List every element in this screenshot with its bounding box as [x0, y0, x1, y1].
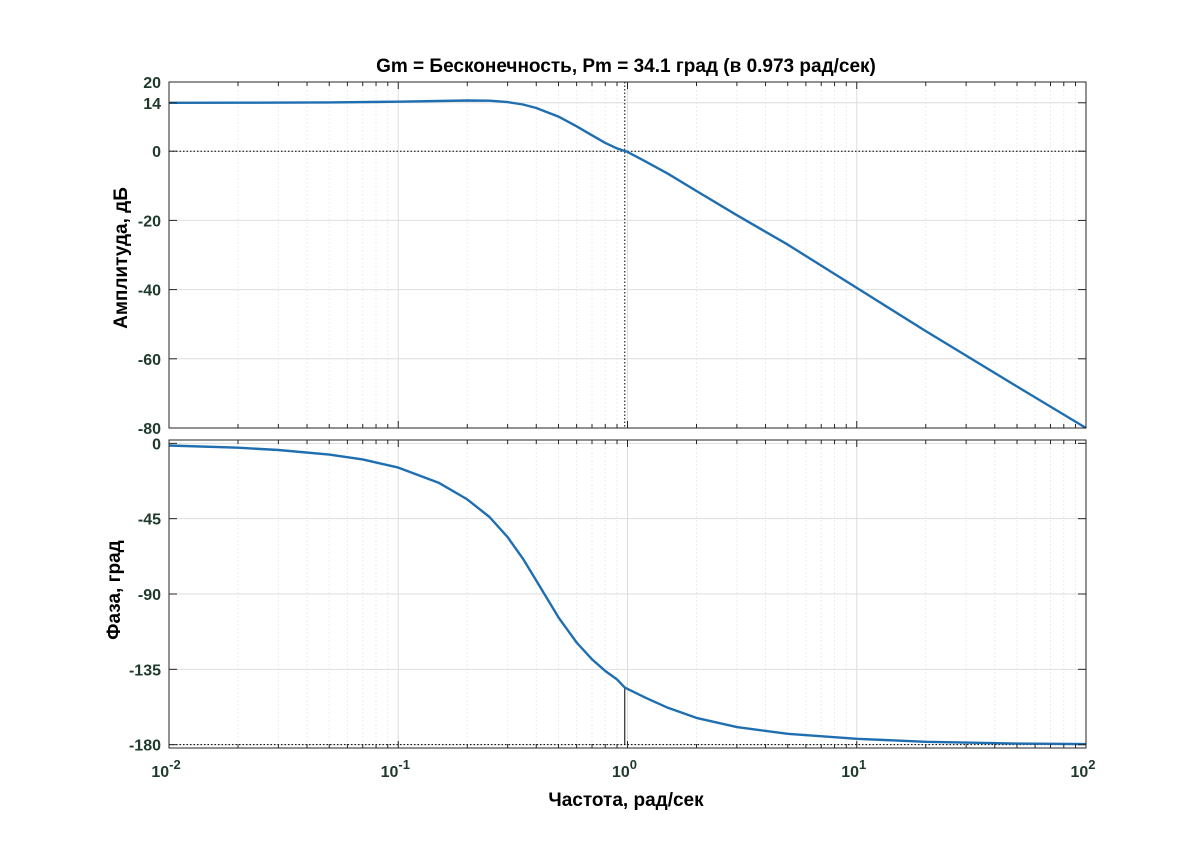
magnitude-ticks: [168, 81, 1087, 429]
x-tick-label-base: 10: [381, 764, 399, 781]
x-tick-label-exponent: -2: [169, 757, 181, 772]
y-tick-label: -40: [138, 283, 161, 300]
y-tick-label: 0: [152, 436, 161, 453]
x-tick-label-exponent: 1: [859, 757, 866, 772]
phase-x-tick-labels: 10-2 10-1 100 101 102: [151, 757, 1095, 781]
y-tick-label: 0: [152, 144, 161, 161]
magnitude-series-line: [168, 99, 1087, 430]
phase-series-line: [168, 444, 1087, 746]
x-tick-label: 100: [612, 757, 637, 781]
magnitude-y-tick-labels: 20 14 0 -20 -40 -60 -80: [138, 75, 161, 438]
plot-title: Gm = Бесконечность, Pm = 34.1 град (в 0.…: [376, 56, 876, 77]
x-tick-label-base: 10: [612, 764, 630, 781]
y-tick-label: -20: [138, 213, 161, 230]
phase-panel: 0-45-90-135-180 10-2 10-1 100 101 102 Фаза, …: [104, 436, 1096, 811]
magnitude-panel: 20 14 0 -20 -40 -60 -80 Амплитуда, дБ: [111, 75, 1087, 438]
x-tick-label-base: 10: [151, 764, 169, 781]
y-tick-label: -90: [138, 587, 161, 604]
y-tick-label: -60: [138, 352, 161, 369]
x-axis-label: Частота, рад/сек: [548, 790, 704, 811]
y-tick-label: 14: [143, 96, 161, 113]
x-tick-label-base: 10: [841, 764, 859, 781]
magnitude-y-axis-label: Амплитуда, дБ: [111, 187, 132, 329]
x-tick-label: 10-1: [381, 757, 410, 781]
x-tick-label-exponent: -1: [398, 757, 410, 772]
x-tick-label-exponent: 2: [1088, 757, 1095, 772]
phase-y-tick-labels: 0 -45 -90 -135 -180: [129, 436, 161, 754]
y-tick-label: -80: [138, 421, 161, 438]
x-tick-label: 102: [1070, 757, 1095, 781]
y-tick-label: 20: [143, 75, 161, 92]
y-tick-label: -135: [129, 662, 161, 679]
y-tick-label: -45: [138, 512, 161, 529]
x-tick-label: 10-2: [151, 757, 180, 781]
x-tick-label: 101: [841, 757, 866, 781]
phase-ticks: [168, 440, 1087, 748]
x-tick-label-exponent: 0: [630, 757, 637, 772]
y-tick-label: -180: [129, 738, 161, 755]
phase-y-axis-label: Фаза, град: [104, 540, 125, 639]
x-tick-label-base: 10: [1070, 764, 1088, 781]
